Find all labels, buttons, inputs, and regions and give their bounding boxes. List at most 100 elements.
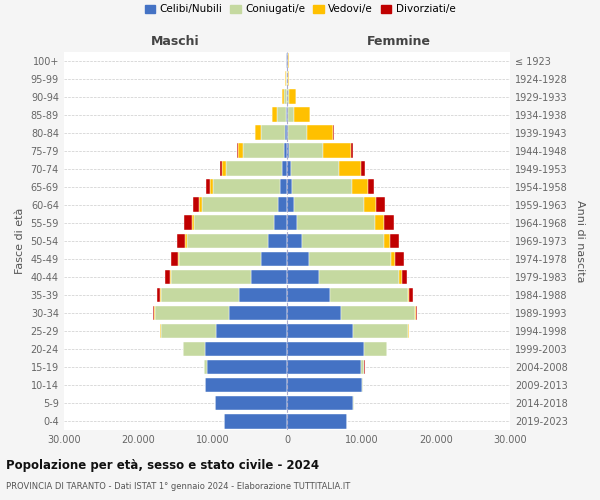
Bar	[165, 270, 170, 284]
Text: Femmine: Femmine	[367, 35, 431, 48]
Bar	[319, 270, 400, 284]
Bar	[272, 108, 277, 122]
Y-axis label: Anni di nascita: Anni di nascita	[575, 200, 585, 282]
Bar	[307, 126, 333, 140]
Bar	[364, 342, 387, 356]
Bar	[287, 108, 288, 122]
Bar	[178, 252, 179, 266]
Bar	[284, 144, 287, 158]
Bar	[376, 198, 385, 212]
Bar	[287, 144, 289, 158]
Bar	[224, 414, 287, 428]
Bar	[194, 216, 274, 230]
Bar	[368, 180, 374, 194]
Bar	[170, 270, 171, 284]
Bar	[274, 216, 287, 230]
Bar	[287, 234, 302, 248]
Y-axis label: Fasce di età: Fasce di età	[15, 208, 25, 274]
Bar	[206, 180, 210, 194]
Bar	[323, 144, 351, 158]
Bar	[177, 234, 185, 248]
Bar	[243, 144, 284, 158]
Bar	[205, 342, 287, 356]
Legend: Celibi/Nubili, Coniugati/e, Vedovi/e, Divorziati/e: Celibi/Nubili, Coniugati/e, Vedovi/e, Di…	[140, 0, 460, 18]
Bar	[185, 234, 187, 248]
Bar	[287, 216, 297, 230]
Bar	[268, 234, 287, 248]
Bar	[361, 360, 364, 374]
Bar	[287, 324, 353, 338]
Bar	[287, 252, 310, 266]
Bar	[351, 144, 353, 158]
Bar	[217, 324, 287, 338]
Bar	[282, 162, 287, 176]
Bar	[401, 270, 407, 284]
Bar	[161, 288, 239, 302]
Bar	[409, 288, 413, 302]
Bar	[292, 180, 352, 194]
Text: Popolazione per età, sesso e stato civile - 2024: Popolazione per età, sesso e stato civil…	[6, 460, 319, 472]
Bar	[237, 144, 238, 158]
Bar	[226, 162, 282, 176]
Bar	[284, 90, 287, 104]
Bar	[364, 198, 376, 212]
Bar	[288, 108, 293, 122]
Bar	[208, 360, 287, 374]
Bar	[239, 288, 287, 302]
Bar	[287, 396, 353, 410]
Bar	[416, 306, 417, 320]
Text: PROVINCIA DI TARANTO - Dati ISTAT 1° gennaio 2024 - Elaborazione TUTTITALIA.IT: PROVINCIA DI TARANTO - Dati ISTAT 1° gen…	[6, 482, 350, 491]
Bar	[287, 288, 330, 302]
Bar	[391, 252, 395, 266]
Bar	[282, 90, 284, 104]
Bar	[352, 180, 368, 194]
Bar	[191, 216, 194, 230]
Bar	[210, 180, 214, 194]
Bar	[297, 216, 375, 230]
Bar	[291, 162, 339, 176]
Bar	[289, 126, 307, 140]
Bar	[395, 252, 404, 266]
Bar	[280, 180, 287, 194]
Bar	[238, 144, 243, 158]
Bar	[251, 270, 287, 284]
Bar	[287, 360, 361, 374]
Bar	[152, 306, 154, 320]
Bar	[187, 234, 268, 248]
Bar	[261, 252, 287, 266]
Bar	[287, 378, 362, 392]
Text: Maschi: Maschi	[151, 35, 200, 48]
Bar	[157, 288, 160, 302]
Bar	[375, 216, 384, 230]
Bar	[287, 414, 347, 428]
Bar	[384, 216, 394, 230]
Bar	[277, 108, 286, 122]
Bar	[155, 306, 229, 320]
Bar	[287, 270, 319, 284]
Bar	[179, 252, 261, 266]
Bar	[302, 234, 384, 248]
Bar	[256, 126, 262, 140]
Bar	[204, 360, 208, 374]
Bar	[287, 342, 364, 356]
Bar	[229, 306, 287, 320]
Bar	[278, 198, 287, 212]
Bar	[287, 306, 341, 320]
Bar	[390, 234, 400, 248]
Bar	[286, 108, 287, 122]
Bar	[214, 180, 280, 194]
Bar	[361, 162, 365, 176]
Bar	[289, 144, 323, 158]
Bar	[183, 342, 205, 356]
Bar	[287, 126, 289, 140]
Bar	[223, 162, 226, 176]
Bar	[287, 162, 291, 176]
Bar	[171, 270, 251, 284]
Bar	[353, 324, 409, 338]
Bar	[285, 126, 287, 140]
Bar	[262, 126, 285, 140]
Bar	[341, 306, 415, 320]
Bar	[294, 198, 364, 212]
Bar	[220, 162, 223, 176]
Bar	[215, 396, 287, 410]
